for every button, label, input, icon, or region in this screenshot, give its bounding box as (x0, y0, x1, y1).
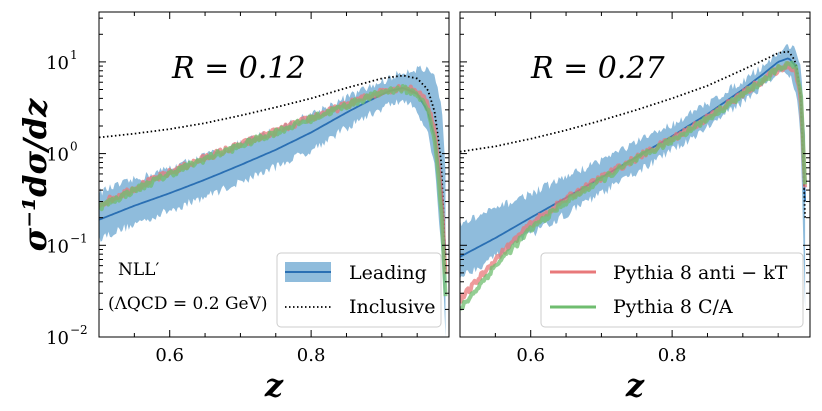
panel-right: 0.6 0.8 (459, 11, 811, 366)
x-tick-label-0-1: 0.8 (297, 345, 326, 366)
legend-ca-label: Pythia 8 C/A (613, 296, 733, 318)
series-pythia-8-c-a-1 (460, 60, 808, 311)
legend-left: Leading Inclusive (276, 252, 442, 328)
y-tick-exponent-1: −1 (70, 231, 88, 245)
series-inclusive-1 (460, 50, 806, 218)
legend-leading-label: Leading (349, 262, 427, 284)
panel-label-right: R = 0.27 (530, 51, 666, 86)
y-tick-exponent-0: −2 (70, 323, 88, 337)
x-tick-label-1-1: 0.8 (658, 345, 687, 366)
legend-inclusive-label: Inclusive (349, 296, 436, 318)
panel-label-left: R = 0.12 (171, 51, 306, 86)
y-tick-label-0: 10 (46, 328, 69, 349)
y-tick-label-1: 10 (46, 236, 69, 257)
y-tick-exponent-3: 1 (70, 48, 78, 62)
axes-frame-1 (459, 11, 811, 338)
legend-antikt-label: Pythia 8 anti − kT (613, 262, 788, 284)
x-axis-label-left: z (264, 366, 284, 404)
legend-right: Pythia 8 anti − kT Pythia 8 C/A (540, 252, 804, 328)
legend-right-frame (540, 252, 804, 328)
plot-area-1 (460, 44, 808, 311)
y-tick-label-2: 10 (46, 145, 69, 166)
axes-frame-0 (98, 11, 450, 338)
x-axis-label-right: z (625, 366, 645, 404)
series-leading-0 (99, 87, 447, 255)
x-tick-label-0-0: 0.6 (155, 345, 184, 366)
lambda-note: (ΛQCD = 0.2 GeV) (108, 294, 268, 314)
y-tick-label-3: 10 (46, 53, 69, 74)
nll-note: NLL′ (118, 260, 159, 280)
plot-area-0 (99, 65, 448, 337)
y-axis-label: σ⁻¹dσ/dz (16, 98, 54, 252)
y-tick-exponent-2: 0 (70, 140, 78, 154)
series-pythia-8-c-a-0 (99, 84, 448, 297)
x-tick-label-1-0: 0.6 (516, 345, 545, 366)
